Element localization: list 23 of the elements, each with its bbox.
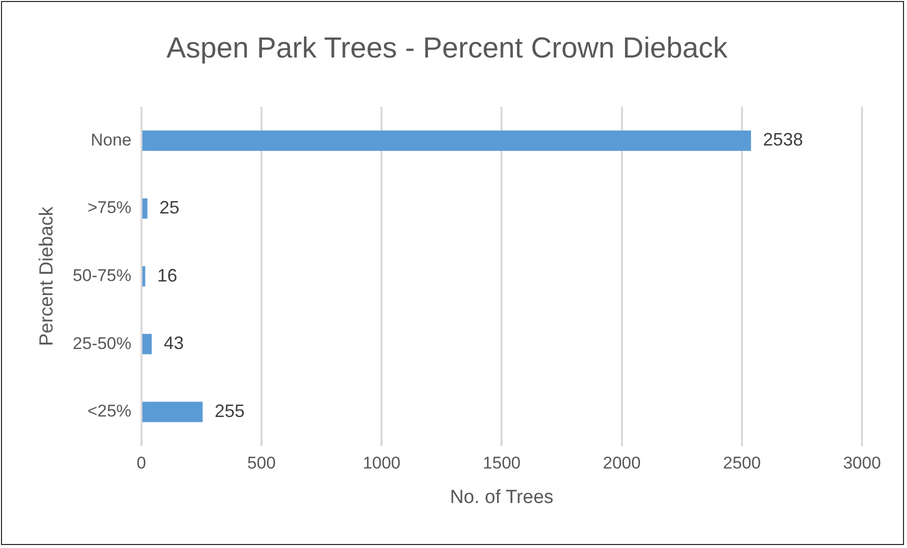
x-tick-label: 3000 [843,454,881,473]
y-tick-label: <25% [87,402,132,421]
x-tick-label: 1000 [362,454,401,473]
data-label: 43 [164,333,184,354]
x-tick-label: 500 [247,454,276,473]
x-tick-label: 2000 [602,454,641,473]
data-label: 16 [157,265,178,286]
bar [142,198,148,219]
data-label: 255 [214,400,245,421]
x-tick-label: 1500 [482,454,521,473]
bar [142,334,152,354]
y-tick-label: >75% [87,198,132,218]
x-tick-label: 2500 [722,454,761,473]
y-tick-label: 50-75% [72,266,132,285]
bar [142,130,752,151]
y-tick-label: 25-50% [72,334,132,353]
x-tick-label: 0 [136,454,146,473]
data-label: 25 [159,197,180,218]
bar [142,402,203,422]
chart-title: Aspen Park Trees - Percent Crown Dieback [166,32,728,64]
data-label: 2538 [763,130,804,150]
y-tick-label: None [90,130,132,150]
y-axis-title: Percent Dieback [36,206,58,346]
